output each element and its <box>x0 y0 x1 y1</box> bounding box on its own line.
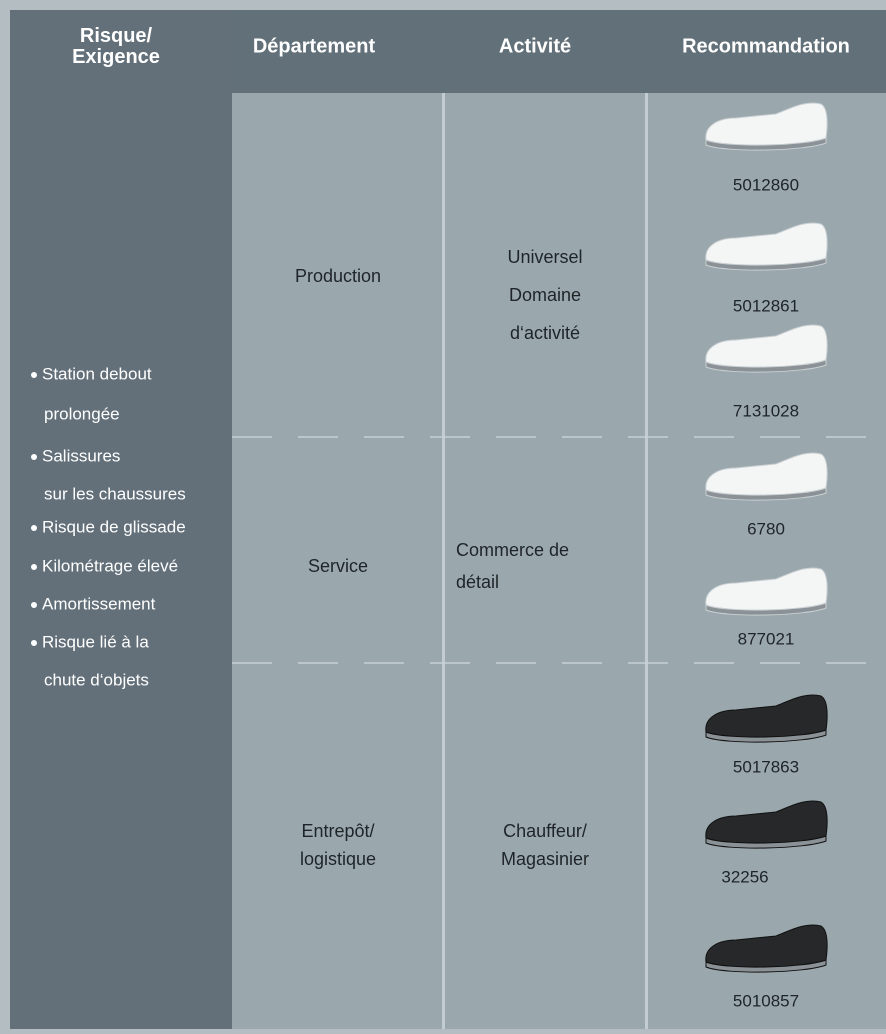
risk-text: Risque lié à la <box>42 632 149 651</box>
column-separator <box>645 93 648 1029</box>
bullet <box>31 602 37 608</box>
header-cell: Risque/ <box>80 25 153 47</box>
risk-text: Kilométrage élevé <box>42 556 178 575</box>
header-cell: Département <box>253 35 376 57</box>
product-code: 5012860 <box>733 175 799 194</box>
column-separator <box>442 93 445 1029</box>
risk-text: Station debout <box>42 364 152 383</box>
activity: d‘activité <box>510 323 580 343</box>
bullet <box>31 564 37 570</box>
risk-text: Amortissement <box>42 594 156 613</box>
bullet <box>31 372 37 378</box>
bullet <box>31 454 37 460</box>
department: logistique <box>300 849 376 869</box>
product-code: 6780 <box>747 519 785 538</box>
risk-text: sur les chaussures <box>44 484 186 503</box>
department: Production <box>295 266 381 286</box>
header-cell: Exigence <box>72 46 160 68</box>
activity: Universel <box>507 247 582 267</box>
product-code: 5010857 <box>733 991 799 1010</box>
department: Entrepôt/ <box>301 821 374 841</box>
risk-text: Salissures <box>42 446 120 465</box>
activity: Domaine <box>509 285 581 305</box>
risk-text: prolongée <box>44 404 120 423</box>
risk-text: chute d‘objets <box>44 670 149 689</box>
header-cell: Activité <box>499 35 571 57</box>
header-cell: Recommandation <box>682 35 850 57</box>
bullet <box>31 640 37 646</box>
product-code: 7131028 <box>733 401 799 420</box>
product-code: 877021 <box>738 629 795 648</box>
product-code: 5017863 <box>733 757 799 776</box>
bullet <box>31 525 37 531</box>
risk-text: Risque de glissade <box>42 517 186 536</box>
activity: détail <box>456 572 499 592</box>
product-code: 32256 <box>721 867 768 886</box>
product-code: 5012861 <box>733 296 799 315</box>
activity: Magasinier <box>501 849 589 869</box>
activity: Commerce de <box>456 540 569 560</box>
activity: Chauffeur/ <box>503 821 587 841</box>
risk-column <box>10 10 232 1029</box>
department: Service <box>308 556 368 576</box>
